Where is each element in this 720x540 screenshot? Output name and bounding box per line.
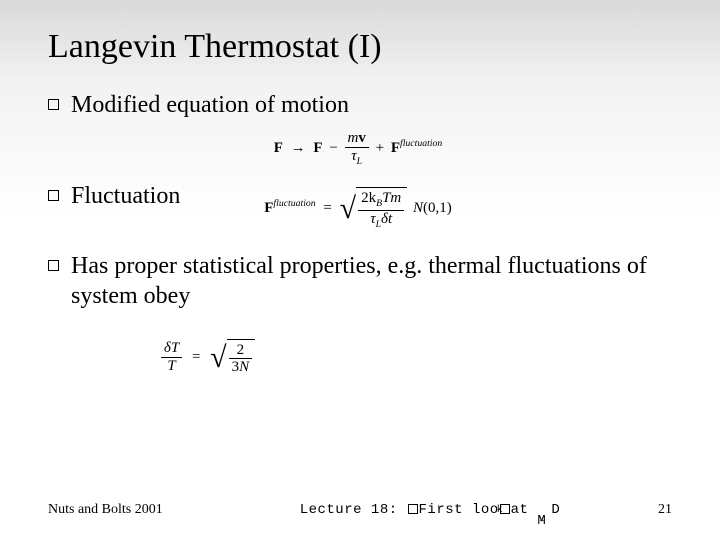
footer: Nuts and Bolts 2001 Lecture 18: First lo… <box>0 502 720 518</box>
footer-page-number: 21 <box>612 502 672 518</box>
eq1-plus: + <box>376 140 384 156</box>
eq3-radicand-frac: 2 3N <box>229 342 253 376</box>
eq2-sqrt: √ 2kBTm τLδt <box>340 187 408 230</box>
eq1-F-lhs: F <box>274 140 283 156</box>
equation-2: Ffluctuation = √ 2kBTm τLδt N(0,1) <box>228 187 488 230</box>
footer-word1: First loo <box>419 502 499 518</box>
eq3-equals: = <box>192 349 200 365</box>
eq1-v: v <box>358 130 366 146</box>
eq2-N: N <box>413 200 423 216</box>
eq3-lhs-frac: δT T <box>161 340 182 374</box>
bullet-marker-icon <box>48 99 59 110</box>
eq2-radicand-frac: 2kBTm τLδt <box>358 190 404 230</box>
equation-1: F → F − mv τL + Ffluctuation <box>228 130 488 167</box>
eq3-dT: δT <box>161 340 182 358</box>
eq1-F-rhs: F <box>313 140 322 156</box>
footer-lecture-prefix: Lecture 18: <box>300 502 407 518</box>
footer-word2: at <box>511 502 538 518</box>
bullet-2-text: Fluctuation <box>71 181 180 211</box>
eq3-rad-num: 2 <box>229 342 253 360</box>
eq2-2k: 2k <box>361 190 376 206</box>
missing-glyph-icon <box>408 504 418 514</box>
bullet-1: Modified equation of motion <box>48 90 672 120</box>
slide-title: Langevin Thermostat (I) <box>48 28 672 66</box>
eq1-arrow: → <box>291 140 306 156</box>
bullet-1-text: Modified equation of motion <box>71 90 349 120</box>
eq1-tau-sub: L <box>357 156 362 167</box>
eq2-equals: = <box>323 200 331 216</box>
sqrt-icon: √ <box>340 187 356 230</box>
bullet-3: Has proper statistical properties, e.g. … <box>48 251 672 311</box>
eq1-fluct-sup: fluctuation <box>400 138 442 149</box>
bullet-marker-icon <box>48 190 59 201</box>
eq2-Tm: Tm <box>382 190 401 206</box>
eq1-minus: − <box>329 140 337 156</box>
eq2-dt: δt <box>381 211 392 227</box>
sqrt-icon: √ <box>210 339 226 376</box>
eq1-m: m <box>348 130 359 146</box>
eq2-args: (0,1) <box>423 200 452 216</box>
eq3-rad-den: 3N <box>232 359 250 375</box>
bullet-3-text: Has proper statistical properties, e.g. … <box>71 251 672 311</box>
eq1-fraction: mv τL <box>345 130 369 167</box>
eq1-Ffluct: F <box>391 140 400 156</box>
eq3-T: T <box>161 358 182 375</box>
eq2-sup: fluctuation <box>273 198 315 209</box>
eq3-sqrt: √ 2 3N <box>210 339 255 376</box>
bullet-marker-icon <box>48 260 59 271</box>
footer-left: Nuts and Bolts 2001 <box>48 502 248 518</box>
equation-3: δT T = √ 2 3N <box>118 339 298 376</box>
footer-word3-D: D <box>551 502 560 518</box>
footer-center: Lecture 18: First lookat M‒D <box>248 502 612 518</box>
slide: Langevin Thermostat (I) Modified equatio… <box>0 0 720 540</box>
